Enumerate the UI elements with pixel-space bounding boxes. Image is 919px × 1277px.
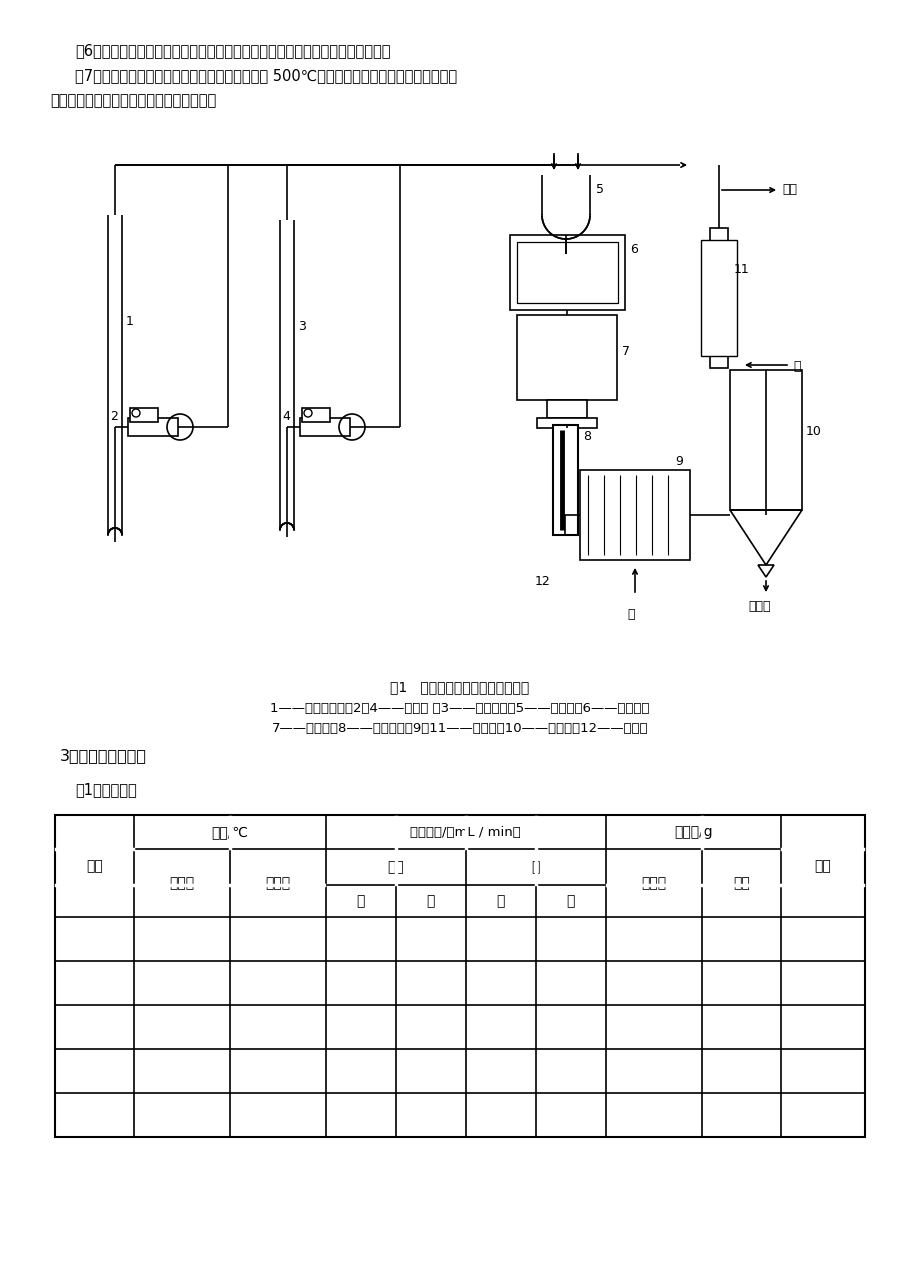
Text: 时间: 时间 xyxy=(86,859,103,873)
Text: 7: 7 xyxy=(621,345,630,358)
Text: 6: 6 xyxy=(630,243,637,255)
Bar xyxy=(516,243,618,303)
Text: 乙苯: 乙苯 xyxy=(387,859,403,873)
Bar xyxy=(130,407,158,421)
Text: 粗产品: 粗产品 xyxy=(747,600,770,613)
Text: 烃层液: 烃层液 xyxy=(641,876,665,890)
Text: 终: 终 xyxy=(566,894,574,908)
Text: 原料流量/（mL / min）: 原料流量/（mL / min） xyxy=(410,825,521,839)
Text: 始: 始 xyxy=(496,894,505,908)
Text: （6）取少量烃层液样品，用气相色谱分析其组成，并计算出各组分的百分含量。: （6）取少量烃层液样品，用气相色谱分析其组成，并计算出各组分的百分含量。 xyxy=(75,43,390,57)
Bar xyxy=(55,815,864,1137)
Bar xyxy=(709,229,727,368)
Text: 1——乙苯计量管；2，4——加料泵 ；3——水计量管；5——混合器；6——汽化器；: 1——乙苯计量管；2，4——加料泵 ；3——水计量管；5——混合器；6——汽化器… xyxy=(270,702,649,715)
Text: 粗产品/g: 粗产品/g xyxy=(674,825,712,839)
Bar xyxy=(700,240,736,356)
Text: 1: 1 xyxy=(126,315,134,328)
Text: 7——反应器；8——电热夹套；9，11——冷凝器；10——分离器；12——热电偶: 7——反应器；8——电热夹套；9，11——冷凝器；10——分离器；12——热电偶 xyxy=(271,722,648,736)
Text: 3、实验记录及计算: 3、实验记录及计算 xyxy=(60,748,147,762)
Text: 3: 3 xyxy=(298,321,305,333)
Text: 9: 9 xyxy=(675,455,682,467)
Text: 反应器: 反应器 xyxy=(265,876,290,890)
Text: 清焦再生，约半小时后停止通水，并降温。: 清焦再生，约半小时后停止通水，并降温。 xyxy=(50,93,216,109)
Text: （1）原始记录: （1）原始记录 xyxy=(75,782,137,797)
Bar xyxy=(547,400,586,418)
Text: 终: 终 xyxy=(426,894,435,908)
Text: 2: 2 xyxy=(110,410,118,423)
Bar xyxy=(300,418,349,435)
Text: 11: 11 xyxy=(733,263,749,276)
Text: 尾气: 尾气 xyxy=(813,859,831,873)
Text: 水: 水 xyxy=(792,360,800,373)
Text: 水: 水 xyxy=(627,608,634,621)
Bar xyxy=(552,425,577,535)
Text: 8: 8 xyxy=(583,430,590,443)
Bar xyxy=(509,235,624,310)
Text: 始: 始 xyxy=(357,894,365,908)
Text: 图1   乙苯脱氢制苯乙烯实验流程图: 图1 乙苯脱氢制苯乙烯实验流程图 xyxy=(390,679,529,693)
Bar xyxy=(729,370,801,510)
Text: 温度/℃: 温度/℃ xyxy=(211,825,248,839)
Bar xyxy=(301,407,330,421)
Bar xyxy=(516,315,617,400)
Text: 12: 12 xyxy=(535,575,550,587)
Text: 水: 水 xyxy=(531,859,539,873)
Text: 5: 5 xyxy=(596,183,604,195)
Text: 4: 4 xyxy=(282,410,289,423)
Text: 水层: 水层 xyxy=(732,876,749,890)
Text: （7）反应结束后，停止加乙苯。反应温度维持在 500℃左右，继续通水蒸气，进行催化剑的: （7）反应结束后，停止加乙苯。反应温度维持在 500℃左右，继续通水蒸气，进行催… xyxy=(75,68,457,83)
Text: 尾气: 尾气 xyxy=(781,183,796,195)
Text: 10: 10 xyxy=(805,425,821,438)
Bar xyxy=(579,470,689,561)
Text: 汽化器: 汽化器 xyxy=(169,876,195,890)
Bar xyxy=(128,418,177,435)
Bar xyxy=(537,418,596,428)
